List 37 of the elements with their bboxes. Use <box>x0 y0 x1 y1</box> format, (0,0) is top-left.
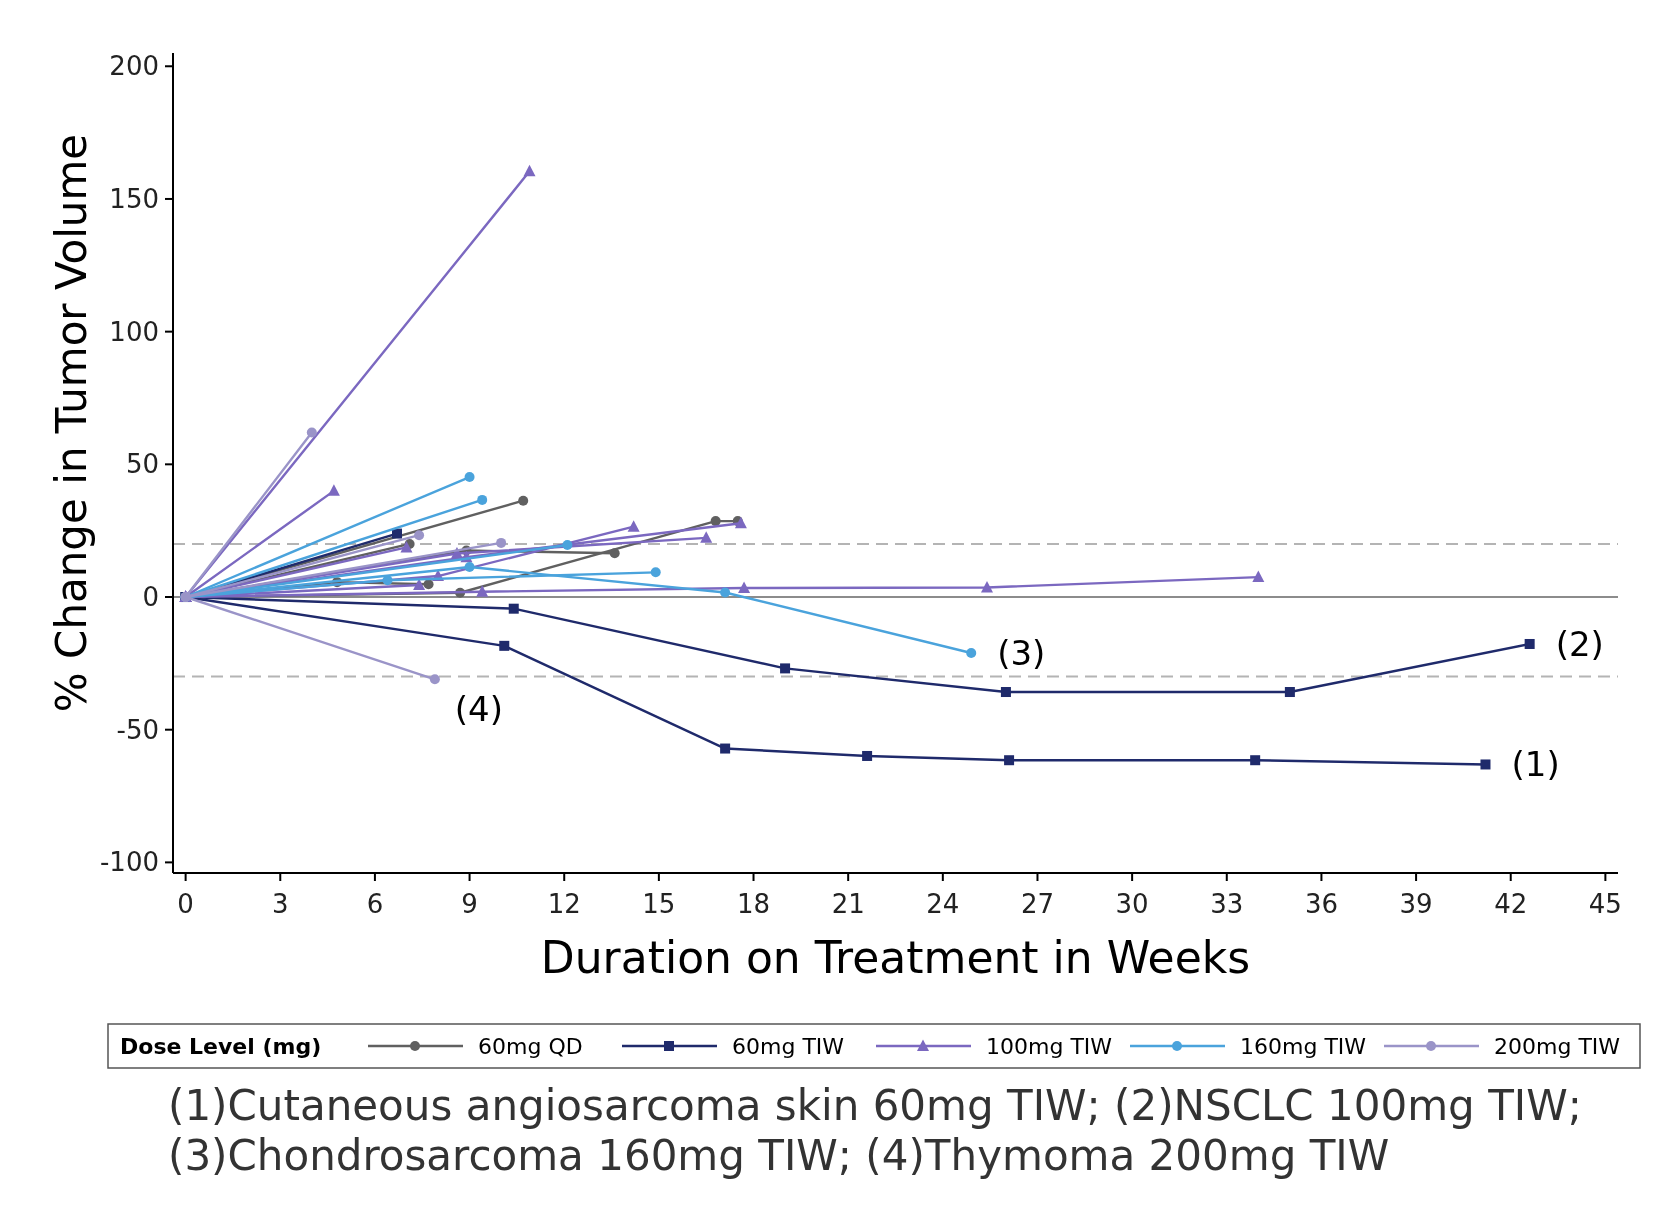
x-tick-label: 6 <box>366 889 384 919</box>
x-tick-label: 24 <box>926 889 960 919</box>
x-tick-label: 12 <box>547 889 581 919</box>
legend-title: Dose Level (mg) <box>120 1033 322 1059</box>
x-tick-label: 45 <box>1588 889 1622 919</box>
annotation: (1) <box>1511 744 1560 785</box>
y-tick-label: 0 <box>142 582 159 613</box>
text: (3)Chondrosarcoma 160mg TIW; (4)Thymoma 200mg TIW <box>168 1131 1390 1180</box>
x-tick-label: 36 <box>1304 889 1338 919</box>
text: (1)Cutaneous angiosarcoma skin 60mg TIW; (2)NSCLC 100mg TIW; <box>168 1081 1582 1130</box>
y-tick-label: 200 <box>109 51 159 82</box>
legend-label: 60mg TIW <box>732 1033 845 1059</box>
annotation: (2) <box>1555 623 1604 664</box>
annotation: (3) <box>997 632 1046 673</box>
x-tick-label: 15 <box>642 889 676 919</box>
x-tick-label: 3 <box>272 889 289 919</box>
y-tick-label: -50 <box>116 714 159 745</box>
legend-label: 100mg TIW <box>986 1033 1113 1059</box>
x-tick-label: 30 <box>1115 889 1149 919</box>
legend-label: 200mg TIW <box>1494 1033 1621 1059</box>
y-tick-label: 150 <box>109 184 159 215</box>
y-axis-title: % Change in Tumor Volume <box>47 133 96 713</box>
y-tick-label: 50 <box>125 449 159 480</box>
x-tick-label: 27 <box>1020 889 1055 919</box>
y-tick-label: -100 <box>99 847 159 878</box>
x-axis-title: Duration on Treatment in Weeks <box>540 932 1251 983</box>
x-tick-label: 9 <box>461 889 478 919</box>
y-tick-label: 100 <box>109 316 159 347</box>
x-tick-label: 33 <box>1210 889 1244 919</box>
x-tick-label: 39 <box>1399 889 1433 919</box>
legend-label: 160mg TIW <box>1240 1033 1367 1059</box>
x-tick-label: 18 <box>736 889 771 919</box>
annotation: (4) <box>454 689 504 730</box>
legend-label: 60mg QD <box>478 1033 583 1059</box>
x-tick-label: 42 <box>1494 889 1528 919</box>
x-tick-label: 0 <box>177 889 194 919</box>
x-tick-label: 21 <box>831 889 865 919</box>
